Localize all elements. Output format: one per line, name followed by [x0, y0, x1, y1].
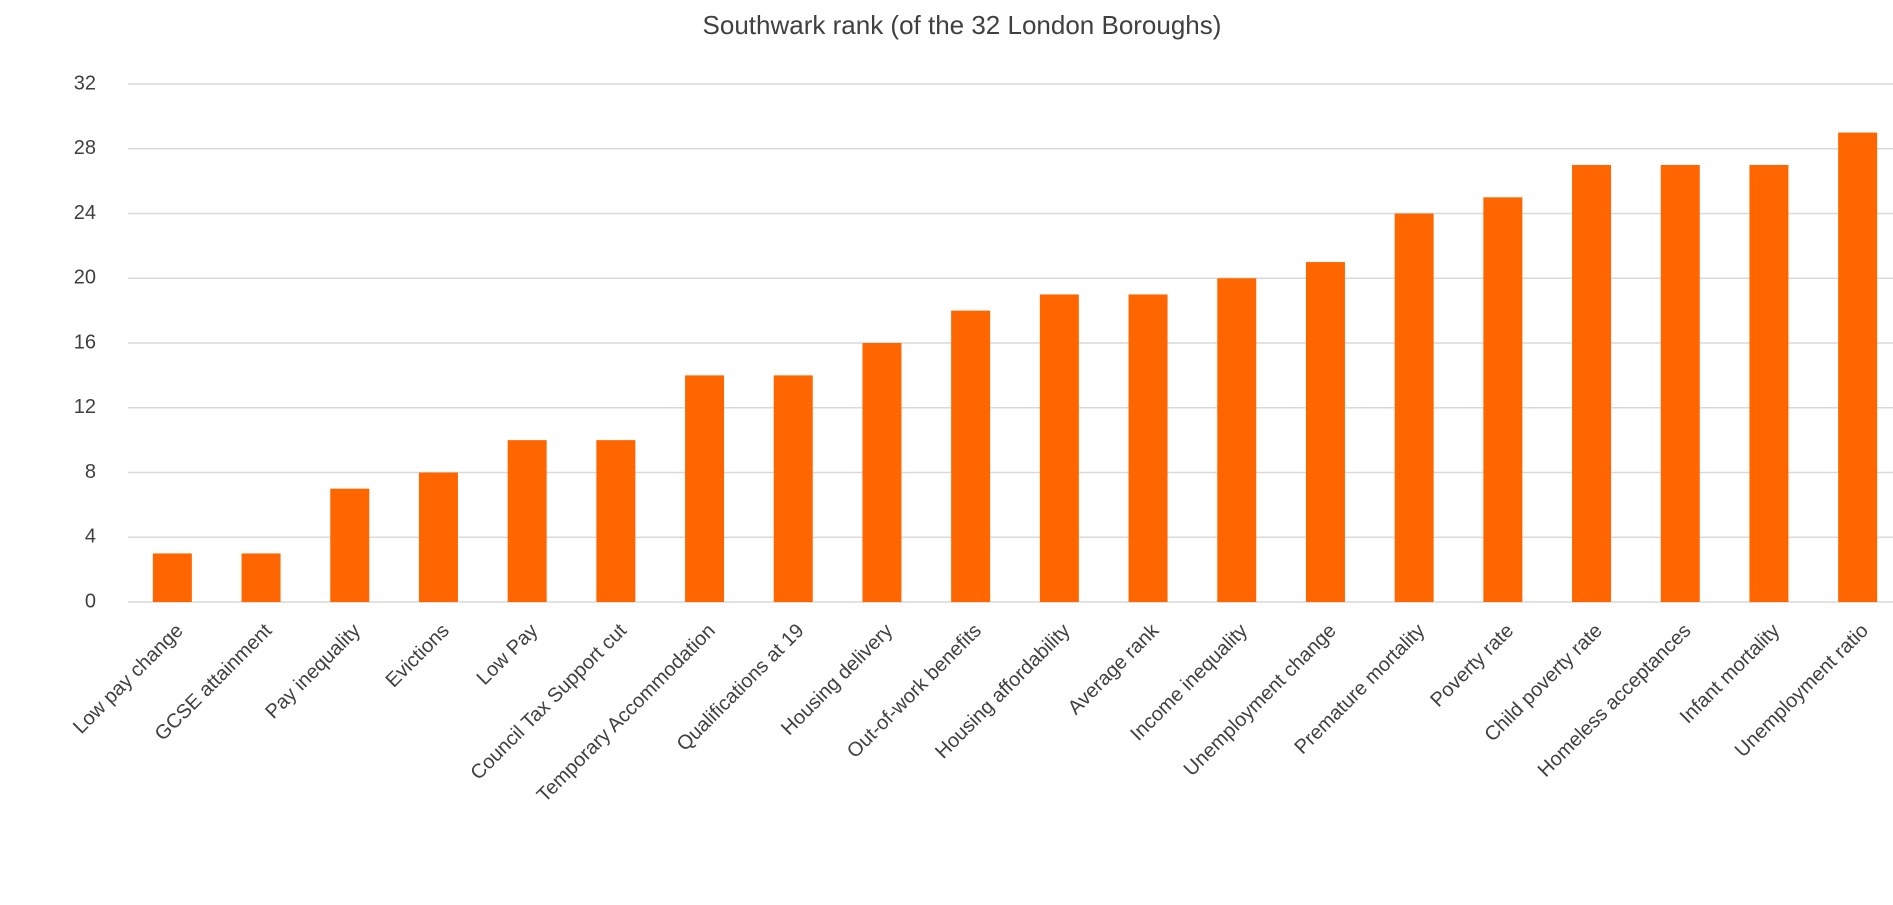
- y-tick-label: 0: [85, 590, 96, 612]
- x-tick-label: Poverty rate: [1426, 620, 1518, 712]
- x-tick-label: Average rank: [1064, 619, 1164, 719]
- x-tick-label: Pay inequality: [261, 620, 365, 724]
- x-tick-label: Homeless acceptances: [1534, 620, 1696, 782]
- bar: [152, 553, 192, 602]
- bar: [1217, 278, 1257, 602]
- y-tick-label: 8: [85, 461, 96, 483]
- bar: [1572, 164, 1612, 602]
- y-tick-label: 24: [74, 202, 96, 224]
- bar: [418, 472, 458, 602]
- x-tick-label: Evictions: [382, 620, 454, 692]
- x-tick-label: Low Pay: [473, 620, 543, 690]
- bar: [1660, 164, 1700, 602]
- bar: [862, 343, 902, 602]
- bar: [773, 375, 813, 602]
- bar: [330, 488, 370, 602]
- y-tick-label: 28: [74, 137, 96, 159]
- x-tick-label: Temporary Accommodation: [533, 620, 720, 807]
- x-tick-label: Council Tax Support cut: [466, 619, 631, 784]
- bar: [951, 310, 991, 602]
- bar: [1305, 262, 1345, 602]
- bar: [241, 553, 281, 602]
- bar: [1749, 164, 1789, 602]
- x-tick-label: Unemployment change: [1180, 620, 1341, 781]
- bar: [507, 440, 547, 602]
- y-tick-label: 20: [74, 267, 96, 289]
- bar: [1128, 294, 1168, 602]
- y-tick-label: 32: [74, 72, 96, 94]
- y-tick-label: 16: [74, 331, 96, 353]
- bar: [596, 440, 636, 602]
- bar: [1394, 213, 1434, 602]
- bar: [1483, 197, 1523, 602]
- bar: [685, 375, 725, 602]
- y-tick-label: 12: [74, 396, 96, 418]
- bar: [1039, 294, 1079, 602]
- bar: [1838, 132, 1878, 602]
- chart-title: Southwark rank (of the 32 London Borough…: [703, 10, 1222, 40]
- y-tick-label: 4: [85, 526, 96, 548]
